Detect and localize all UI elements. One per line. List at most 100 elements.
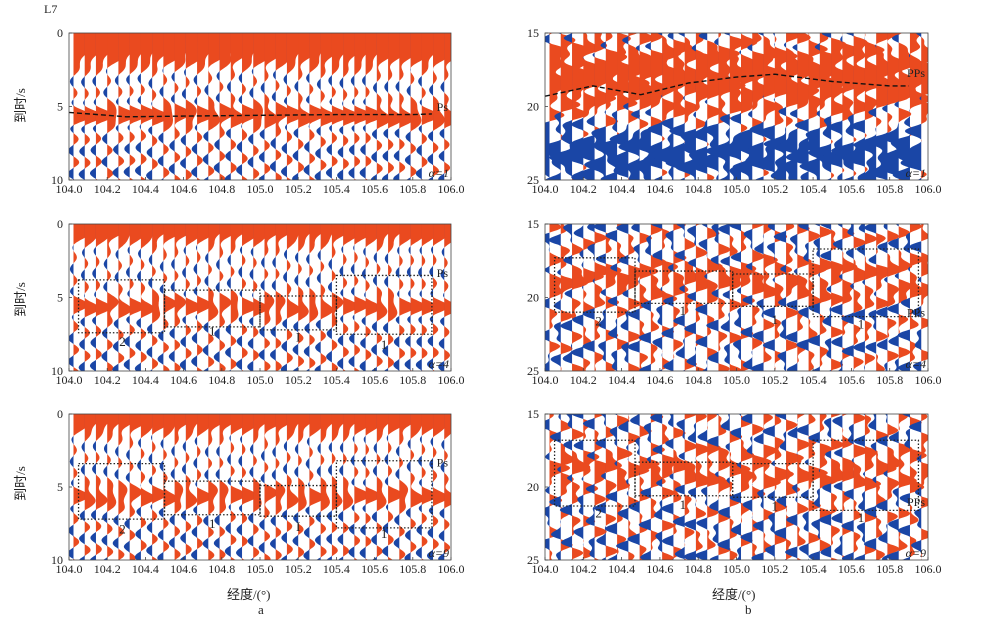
positive-lobe bbox=[808, 33, 834, 180]
x-tick-label: 104.8 bbox=[208, 562, 235, 576]
x-tick-label: 105.0 bbox=[723, 562, 750, 576]
negative-lobe bbox=[359, 33, 366, 180]
positive-lobe bbox=[921, 33, 928, 180]
positive-lobe bbox=[853, 224, 873, 371]
negative-lobe bbox=[796, 224, 809, 371]
positive-lobe bbox=[399, 414, 421, 560]
negative-lobe bbox=[191, 414, 198, 560]
negative-lobe bbox=[853, 414, 865, 560]
negative-lobe bbox=[292, 414, 299, 560]
positive-lobe bbox=[174, 33, 196, 180]
negative-lobe bbox=[224, 414, 231, 560]
negative-lobe bbox=[909, 414, 922, 560]
negative-lobe bbox=[393, 414, 400, 560]
y-axis-label-row3: 到时/s bbox=[12, 466, 28, 501]
y-tick-label: 0 bbox=[57, 407, 63, 421]
positive-lobe bbox=[140, 224, 159, 371]
positive-lobe bbox=[410, 224, 427, 371]
positive-lobe bbox=[399, 33, 419, 180]
negative-lobe bbox=[101, 33, 108, 180]
negative-lobe bbox=[545, 33, 550, 180]
positive-lobe bbox=[298, 414, 319, 560]
dotted-box bbox=[634, 270, 734, 305]
negative-lobe bbox=[213, 33, 220, 180]
dotted-box bbox=[163, 289, 261, 328]
positive-lobe bbox=[95, 414, 116, 560]
positive-lobe bbox=[808, 224, 827, 371]
negative-lobe bbox=[841, 224, 854, 371]
x-tick-label: 104.2 bbox=[94, 182, 121, 196]
negative-lobe bbox=[864, 224, 877, 371]
x-tick-label: 106.0 bbox=[438, 373, 465, 387]
negative-lobe bbox=[549, 33, 573, 180]
positive-lobe bbox=[842, 33, 869, 180]
dotted-box bbox=[732, 462, 814, 498]
negative-lobe bbox=[69, 224, 74, 371]
negative-lobe bbox=[706, 224, 719, 371]
box-label: 1 bbox=[772, 498, 779, 513]
negative-lobe bbox=[740, 224, 753, 371]
negative-lobe bbox=[359, 224, 366, 371]
negative-lobe bbox=[179, 224, 186, 371]
negative-lobe bbox=[180, 33, 186, 180]
y-axis-label-row1: 到时/s bbox=[12, 88, 28, 123]
positive-lobe bbox=[921, 224, 928, 371]
negative-lobe bbox=[348, 414, 355, 560]
x-tick-label: 105.4 bbox=[800, 182, 827, 196]
negative-lobe bbox=[247, 414, 254, 560]
negative-lobe bbox=[632, 33, 651, 180]
negative-lobe bbox=[371, 224, 377, 371]
negative-lobe bbox=[325, 33, 332, 180]
positive-lobe bbox=[242, 224, 259, 371]
x-tick-label: 104.6 bbox=[646, 562, 673, 576]
dotted-box bbox=[335, 460, 433, 529]
negative-lobe bbox=[168, 33, 175, 180]
negative-lobe bbox=[594, 414, 606, 560]
x-tick-label: 105.6 bbox=[838, 182, 865, 196]
positive-lobe bbox=[819, 33, 846, 180]
positive-lobe bbox=[264, 224, 286, 371]
positive-lobe bbox=[275, 414, 297, 560]
x-tick-label: 104.0 bbox=[532, 182, 559, 196]
x-tick-label: 105.6 bbox=[361, 373, 388, 387]
negative-lobe bbox=[168, 224, 175, 371]
dotted-box bbox=[259, 295, 338, 331]
x-tick-label: 104.0 bbox=[532, 562, 559, 576]
positive-lobe bbox=[95, 224, 112, 371]
negative-lobe bbox=[751, 414, 764, 560]
x-tick-label: 104.6 bbox=[646, 373, 673, 387]
negative-lobe bbox=[808, 33, 832, 180]
subfigure-label-b: b bbox=[745, 602, 752, 617]
negative-lobe bbox=[326, 224, 332, 371]
positive-lobe bbox=[628, 33, 651, 180]
negative-lobe bbox=[819, 224, 832, 371]
negative-lobe bbox=[427, 224, 434, 371]
negative-lobe bbox=[886, 414, 899, 560]
box-label: I bbox=[296, 330, 300, 345]
positive-lobe bbox=[617, 414, 633, 560]
box-label: 1 bbox=[209, 516, 216, 531]
negative-lobe bbox=[225, 224, 231, 371]
y-tick-label: 15 bbox=[527, 407, 539, 421]
positive-lobe bbox=[197, 33, 218, 180]
box-label: 1 bbox=[381, 526, 388, 541]
positive-lobe bbox=[140, 33, 162, 180]
positive-lobe bbox=[354, 414, 372, 560]
negative-lobe bbox=[593, 224, 606, 371]
negative-lobe bbox=[571, 224, 584, 371]
negative-lobe bbox=[718, 224, 730, 371]
negative-lobe bbox=[638, 224, 651, 371]
box-label: 2 bbox=[595, 506, 602, 521]
positive-lobe bbox=[230, 33, 250, 180]
x-tick-label: 104.2 bbox=[94, 373, 121, 387]
negative-lobe bbox=[672, 414, 685, 560]
negative-lobe bbox=[134, 414, 141, 560]
negative-lobe bbox=[729, 414, 742, 560]
negative-lobe bbox=[191, 224, 198, 371]
box-label: 2 bbox=[119, 334, 126, 349]
negative-lobe bbox=[650, 224, 663, 371]
negative-lobe bbox=[694, 414, 708, 560]
negative-lobe bbox=[236, 33, 243, 180]
negative-lobe bbox=[101, 414, 108, 560]
positive-lobe bbox=[921, 414, 928, 560]
